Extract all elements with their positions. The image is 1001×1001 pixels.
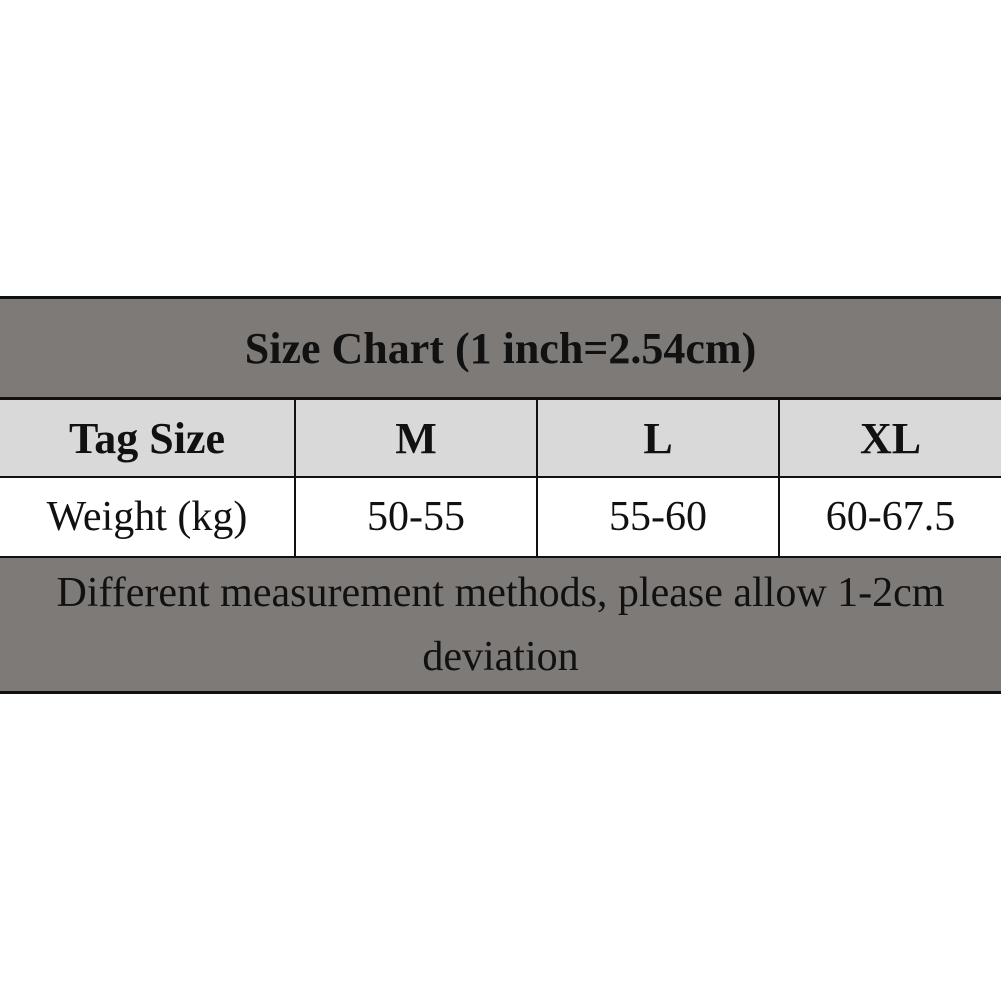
table-cell: 50-55 xyxy=(294,478,536,556)
table-note: Different measurement methods, please al… xyxy=(0,556,1001,694)
table-title: Size Chart (1 inch=2.54cm) xyxy=(0,296,1001,400)
table-cell: 60-67.5 xyxy=(778,478,1001,556)
header-cell: XL xyxy=(778,400,1001,478)
table-cell: 55-60 xyxy=(536,478,778,556)
header-cell: Tag Size xyxy=(0,400,294,478)
header-cell: L xyxy=(536,400,778,478)
header-cell: M xyxy=(294,400,536,478)
table-cell: Weight (kg) xyxy=(0,478,294,556)
